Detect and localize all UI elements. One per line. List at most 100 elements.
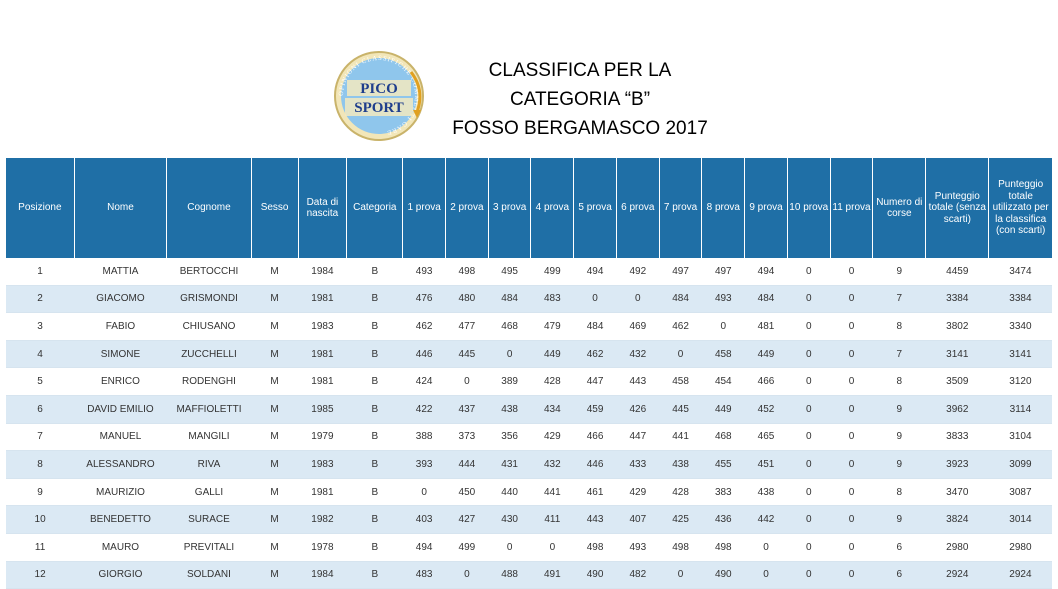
table-cell: 458 — [659, 367, 702, 396]
table-cell: 481 — [744, 312, 788, 341]
column-header: 8 prova — [701, 158, 746, 258]
table-cell: M — [251, 505, 298, 534]
table-cell: 0 — [787, 450, 831, 479]
table-cell: 488 — [488, 561, 531, 589]
table-cell: 0 — [488, 340, 531, 369]
table-cell: 479 — [530, 312, 574, 341]
table-cell: 428 — [659, 478, 702, 507]
title-line-2: CATEGORIA “B” — [509, 89, 651, 110]
table-cell: 0 — [573, 285, 617, 314]
table-cell: 438 — [744, 478, 788, 507]
table-cell: 449 — [744, 340, 788, 369]
column-header: Nome — [74, 158, 168, 258]
table-cell: FABIO — [74, 312, 167, 341]
table-cell: 1982 — [298, 505, 347, 534]
table-cell: 0 — [830, 450, 873, 479]
table-cell: MATTIA — [74, 258, 167, 286]
table-cell: 0 — [830, 312, 873, 341]
table-row: 12 GIORGIO SOLDANI M 1984 B 483 0 488 491 490 482 0 4… — [6, 561, 1052, 589]
table-cell: 449 — [530, 340, 574, 369]
table-cell: 3384 — [925, 285, 989, 314]
table-cell: 9 — [6, 478, 75, 507]
table-cell: 462 — [659, 312, 702, 341]
table-cell: 373 — [445, 423, 489, 452]
table-cell: 498 — [445, 258, 489, 286]
table-cell: 0 — [787, 312, 831, 341]
table-body: 1 MATTIA BERTOCCHI M 1984 B 493 498 495 499 494 492… — [6, 258, 1052, 589]
table-cell: 0 — [402, 478, 446, 507]
table-cell: B — [346, 395, 403, 424]
table-cell: 0 — [787, 561, 831, 589]
table-cell: 446 — [573, 450, 617, 479]
table-cell: 3474 — [988, 258, 1052, 286]
table-row: 5 ENRICO RODENGHI M 1981 B 424 0 389 428 447 443 458… — [6, 367, 1052, 396]
table-cell: 490 — [701, 561, 745, 589]
table-cell: M — [251, 533, 298, 562]
table-cell: 433 — [616, 450, 660, 479]
table-cell: B — [346, 505, 403, 534]
table-cell: 468 — [488, 312, 531, 341]
table-cell: 403 — [402, 505, 446, 534]
table-cell: 443 — [573, 505, 617, 534]
table-cell: 2980 — [988, 533, 1052, 562]
table-cell: 6 — [872, 533, 926, 562]
table-cell: 469 — [616, 312, 660, 341]
table-row: 7 MANUEL MANGILI M 1979 B 388 373 356 429 466 447 44… — [6, 423, 1052, 452]
table-cell: 0 — [744, 561, 788, 589]
table-cell: ENRICO — [74, 367, 167, 396]
table-cell: 0 — [659, 340, 702, 369]
table-cell: 440 — [488, 478, 531, 507]
table-cell: 436 — [701, 505, 745, 534]
table-cell: 0 — [787, 367, 831, 396]
table-row: 1 MATTIA BERTOCCHI M 1984 B 493 498 495 499 494 492… — [6, 258, 1052, 286]
table-cell: 2924 — [925, 561, 989, 589]
table-cell: 6 — [6, 395, 75, 424]
table-cell: MAURO — [74, 533, 167, 562]
table-cell: 438 — [488, 395, 531, 424]
table-cell: 428 — [530, 367, 574, 396]
table-cell: 3014 — [988, 505, 1052, 534]
table-cell: 0 — [787, 285, 831, 314]
table-cell: B — [346, 450, 403, 479]
table-cell: SIMONE — [74, 340, 167, 369]
table-cell: 11 — [6, 533, 75, 562]
table-cell: 427 — [445, 505, 489, 534]
table-cell: 492 — [616, 258, 660, 286]
table-cell: 3824 — [925, 505, 989, 534]
table-cell: SOLDANI — [166, 561, 252, 589]
table-cell: 383 — [701, 478, 745, 507]
table-cell: M — [251, 561, 298, 589]
table-cell: 438 — [659, 450, 702, 479]
table-cell: 466 — [573, 423, 617, 452]
table-row: 2 GIACOMO GRISMONDI M 1981 B 476 480 484 483 0 0 484… — [6, 285, 1052, 314]
table-cell: RODENGHI — [166, 367, 252, 396]
table-cell: 0 — [830, 285, 873, 314]
table-cell: 484 — [488, 285, 531, 314]
table-cell: 482 — [616, 561, 660, 589]
table-cell: 442 — [744, 505, 788, 534]
table-cell: 0 — [830, 478, 873, 507]
table-cell: 494 — [744, 258, 788, 286]
table-cell: 4 — [6, 340, 75, 369]
table-cell: GIORGIO — [74, 561, 167, 589]
table-cell: 477 — [445, 312, 489, 341]
table-cell: 490 — [573, 561, 617, 589]
table-cell: 0 — [830, 561, 873, 589]
table-cell: 3 — [6, 312, 75, 341]
table-cell: 493 — [616, 533, 660, 562]
table-cell: 441 — [530, 478, 574, 507]
column-header: 3 prova — [488, 158, 532, 258]
table-cell: 1 — [6, 258, 75, 286]
table-cell: M — [251, 258, 298, 286]
column-header: 11 prova — [830, 158, 874, 258]
table-cell: 0 — [445, 367, 489, 396]
table-cell: 388 — [402, 423, 446, 452]
table-cell: MAFFIOLETTI — [166, 395, 252, 424]
table-cell: 422 — [402, 395, 446, 424]
table-cell: 484 — [744, 285, 788, 314]
table-cell: 0 — [744, 533, 788, 562]
table-cell: 455 — [701, 450, 745, 479]
table-cell: M — [251, 312, 298, 341]
table-cell: 9 — [872, 505, 926, 534]
table-cell: B — [346, 285, 403, 314]
